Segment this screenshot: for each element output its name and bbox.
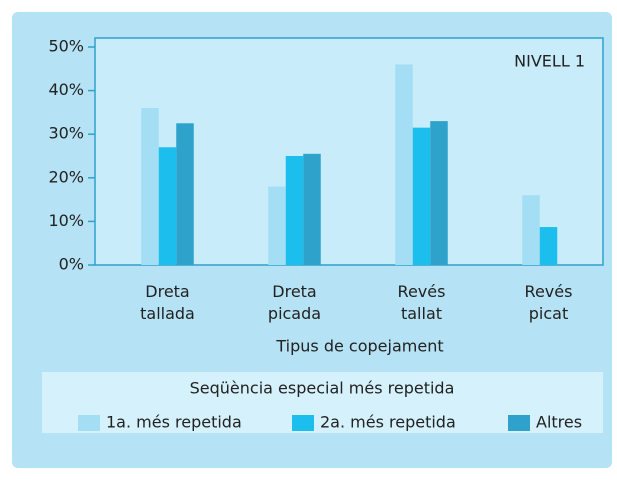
bar xyxy=(539,227,558,265)
bar xyxy=(176,123,194,265)
legend-swatch xyxy=(508,415,530,431)
x-tick-label: Revés tallat xyxy=(398,282,446,323)
y-tick-label: 40% xyxy=(48,80,84,99)
annotation: NIVELL 1 xyxy=(514,52,585,71)
legend-label: Altres xyxy=(536,413,582,432)
bar xyxy=(268,186,286,265)
x-tick-label: Revés picat xyxy=(525,282,573,323)
bar xyxy=(303,153,321,265)
legend-title: Seqüència especial més repetida xyxy=(190,379,455,398)
bar xyxy=(412,127,431,265)
y-tick-label: 20% xyxy=(48,167,84,186)
x-tick-label: Dreta tallada xyxy=(140,282,195,323)
x-axis-label: Tipus de copejament xyxy=(275,337,443,356)
bar xyxy=(141,108,159,265)
y-tick-label: 30% xyxy=(48,124,84,143)
bar xyxy=(158,147,177,265)
bar xyxy=(430,121,448,266)
y-tick-label: 0% xyxy=(59,255,84,274)
legend-label: 2a. més repetida xyxy=(320,413,456,432)
legend-swatch xyxy=(78,415,100,431)
bar xyxy=(522,195,540,265)
legend-label: 1a. més repetida xyxy=(106,413,242,432)
legend-swatch xyxy=(292,415,314,431)
y-tick-label: 10% xyxy=(48,211,84,230)
bar xyxy=(395,64,413,265)
bar xyxy=(285,156,304,265)
x-tick-label: Dreta picada xyxy=(268,282,321,323)
y-tick-label: 50% xyxy=(48,37,84,56)
